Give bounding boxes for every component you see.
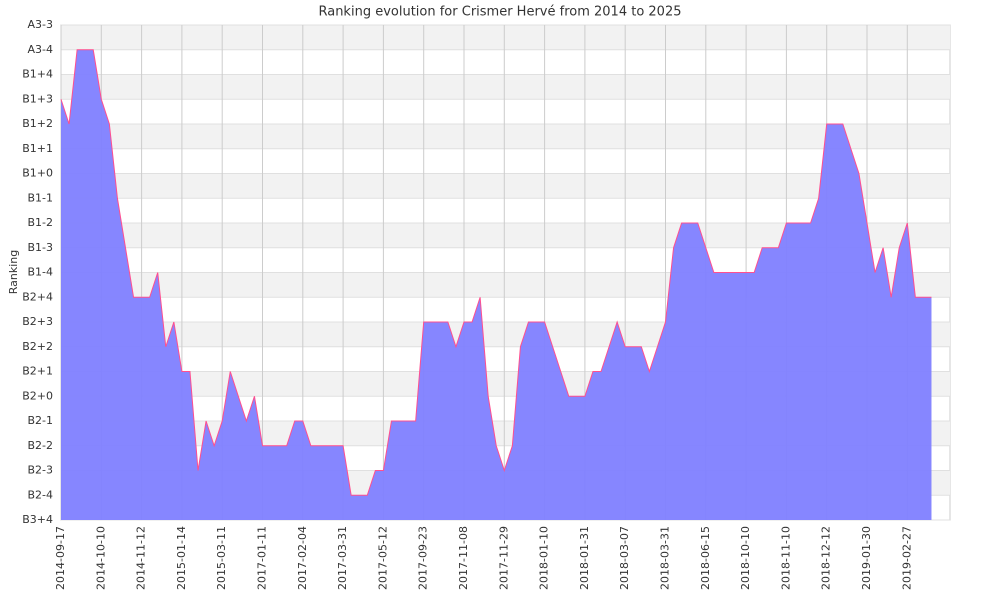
x-tick-label: 2018-10-10 bbox=[739, 526, 752, 590]
x-tick-label: 2018-03-31 bbox=[659, 526, 672, 590]
band bbox=[61, 74, 950, 100]
x-tick-label: 2017-03-31 bbox=[336, 526, 349, 590]
y-tick-label: B1-3 bbox=[27, 241, 53, 254]
x-tick-label: 2014-11-12 bbox=[135, 526, 148, 590]
y-tick-label: A3-3 bbox=[28, 18, 54, 31]
y-tick-label: A3-4 bbox=[28, 43, 54, 56]
x-tick-label: 2017-02-04 bbox=[296, 526, 309, 590]
line bbox=[60, 49, 932, 496]
y-tick-label: B1-4 bbox=[27, 266, 53, 279]
x-tick-label: 2018-12-12 bbox=[820, 526, 833, 590]
chart-title: Ranking evolution for Crismer Hervé from… bbox=[318, 5, 681, 20]
x-tick-label: 2017-11-08 bbox=[457, 526, 470, 590]
y-tick-label: B2+1 bbox=[22, 365, 53, 378]
x-tick-label: 2018-11-10 bbox=[779, 526, 792, 590]
x-tick-label: 2014-10-10 bbox=[94, 526, 107, 590]
x-tick-label: 2017-09-23 bbox=[417, 526, 430, 590]
y-tick-label: B2-4 bbox=[27, 488, 53, 501]
y-tick-label: B1+1 bbox=[22, 142, 53, 155]
band bbox=[61, 124, 950, 149]
y-tick-label: B1-2 bbox=[27, 216, 53, 229]
y-tick-label: B1+2 bbox=[22, 117, 53, 130]
band bbox=[61, 25, 950, 50]
x-tick-label: 2019-01-30 bbox=[860, 526, 873, 590]
y-tick-label: B1+3 bbox=[22, 92, 53, 105]
y-tick-label: B1-1 bbox=[27, 191, 53, 204]
y-axis-label: Ranking bbox=[7, 250, 20, 295]
y-tick-label: B2+0 bbox=[22, 389, 53, 402]
x-tick-label: 2017-01-11 bbox=[256, 526, 269, 590]
x-tick-label: 2014-09-17 bbox=[54, 526, 67, 590]
y-tick-label: B1+0 bbox=[22, 167, 53, 180]
area bbox=[61, 49, 932, 520]
x-tick-label: 2017-05-12 bbox=[376, 526, 389, 590]
x-tick-label: 2018-01-10 bbox=[538, 526, 551, 590]
x-tick-label: 2019-02-27 bbox=[900, 526, 913, 590]
y-tick-label: B2+3 bbox=[22, 315, 53, 328]
band bbox=[61, 173, 950, 199]
y-tick-label: B2+2 bbox=[22, 340, 53, 353]
y-tick-label: B2-3 bbox=[27, 464, 53, 477]
x-tick-label: 2018-06-15 bbox=[699, 526, 712, 590]
x-tick-label: 2018-03-07 bbox=[618, 526, 631, 590]
y-tick-label: B1+4 bbox=[22, 68, 53, 81]
x-tick-label: 2017-11-29 bbox=[497, 526, 510, 590]
x-tick-label: 2018-01-31 bbox=[578, 526, 591, 590]
x-tick-label: 2015-01-14 bbox=[175, 526, 188, 590]
y-tick-label: B2-2 bbox=[27, 439, 53, 452]
y-tick-label: B2-1 bbox=[27, 414, 53, 427]
y-tick-label: B2+4 bbox=[22, 290, 53, 303]
x-tick-label: 2015-03-11 bbox=[215, 526, 228, 590]
y-tick-label: B3+4 bbox=[22, 513, 53, 526]
